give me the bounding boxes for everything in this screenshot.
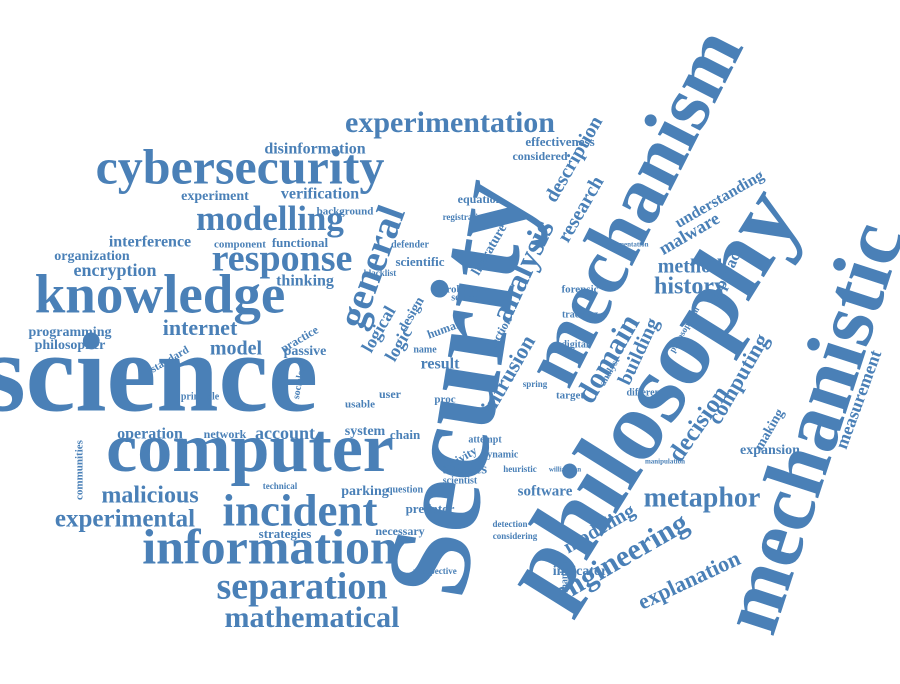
word: defender xyxy=(391,239,429,250)
word: usable xyxy=(345,399,375,411)
word: functional xyxy=(272,235,329,250)
word: scientist xyxy=(443,475,478,486)
word: software xyxy=(518,483,573,499)
word: incident xyxy=(222,485,377,535)
word: proc xyxy=(434,394,455,406)
word: metaphor xyxy=(644,482,761,513)
word: different xyxy=(626,387,664,398)
word: effectiveness xyxy=(525,134,594,149)
word: registration xyxy=(443,212,488,222)
word: target xyxy=(556,390,584,402)
word: malicious xyxy=(101,483,198,509)
word: considering xyxy=(493,531,538,541)
word: encryption xyxy=(74,260,157,280)
word: background xyxy=(317,206,374,218)
word: problem xyxy=(440,284,480,296)
word: name xyxy=(413,344,437,355)
word: organization xyxy=(54,249,130,264)
word: cybersecurity xyxy=(96,138,385,194)
word: scientific xyxy=(395,254,444,269)
word: operation xyxy=(117,426,183,443)
word: response xyxy=(212,238,353,280)
word: attempt xyxy=(468,434,502,445)
word: spring xyxy=(523,379,548,389)
word: component xyxy=(214,239,266,251)
word: dynamic xyxy=(482,449,519,460)
word: computer xyxy=(106,410,394,487)
word: modelling xyxy=(196,199,344,238)
word: method xyxy=(658,256,722,278)
word: manipulation xyxy=(645,458,685,466)
word: system xyxy=(345,424,386,439)
word: principle xyxy=(181,391,220,402)
word: perspective xyxy=(413,566,456,576)
word: network xyxy=(204,427,247,441)
word: model xyxy=(210,338,263,360)
word: knowledge xyxy=(35,264,286,325)
word: philosopher xyxy=(35,338,106,353)
word: heuristic xyxy=(503,464,537,474)
word: forensic xyxy=(561,284,598,296)
word: science xyxy=(0,312,318,436)
word: studies xyxy=(443,461,487,477)
word: experiment xyxy=(181,189,249,204)
word: question xyxy=(387,484,424,495)
word: technical xyxy=(263,481,298,491)
word: experimentation xyxy=(345,106,555,139)
word: parking xyxy=(341,484,388,499)
word: williamson xyxy=(549,466,581,474)
word: strategies xyxy=(259,526,312,541)
word: experimental xyxy=(55,506,195,533)
word: mathematical xyxy=(225,601,400,634)
word: blacklist xyxy=(364,268,397,278)
word: necessary xyxy=(375,524,424,538)
word: source xyxy=(451,292,479,303)
word: detection xyxy=(493,519,528,529)
word: equation xyxy=(458,192,503,206)
word: programming xyxy=(29,325,112,340)
word: implementation xyxy=(601,241,648,249)
word: indicator xyxy=(553,564,607,579)
word: disinformation xyxy=(264,141,365,158)
word: digital xyxy=(561,339,588,350)
word: communities xyxy=(74,439,86,500)
word: thinking xyxy=(276,273,334,290)
word: interference xyxy=(109,234,191,251)
word: expansion xyxy=(740,443,800,458)
word: information xyxy=(142,518,398,574)
word: separation xyxy=(217,566,388,608)
word: tracking xyxy=(562,309,598,320)
word: account xyxy=(255,423,315,443)
word: chain xyxy=(390,427,421,442)
word: considered xyxy=(512,149,567,163)
word: internet xyxy=(163,315,238,340)
word: predator xyxy=(406,501,455,516)
word: result xyxy=(421,356,460,373)
word: humanities xyxy=(559,556,570,603)
word: verification xyxy=(281,186,359,203)
word: history xyxy=(654,274,726,300)
word: passive xyxy=(284,344,327,359)
word: user xyxy=(379,387,402,401)
